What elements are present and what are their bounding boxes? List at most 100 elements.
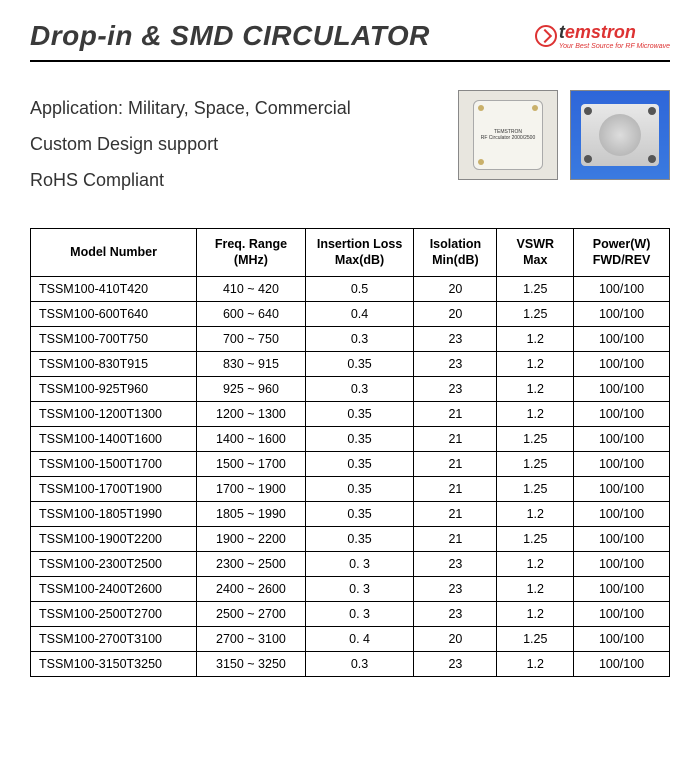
spec-table: Model Number Freq. Range(MHz) Insertion …: [30, 228, 670, 677]
td-power: 100/100: [574, 652, 670, 677]
td-vswr: 1.25: [497, 427, 574, 452]
td-iso: 20: [414, 277, 497, 302]
td-iso: 23: [414, 552, 497, 577]
td-il: 0. 3: [305, 577, 414, 602]
table-row: TSSM100-3150T32503150 ~ 32500.3231.2100/…: [31, 652, 670, 677]
td-power: 100/100: [574, 402, 670, 427]
td-model: TSSM100-1500T1700: [31, 452, 197, 477]
td-iso: 21: [414, 527, 497, 552]
table-row: TSSM100-1200T13001200 ~ 13000.35211.2100…: [31, 402, 670, 427]
logo-word: temstron: [559, 23, 670, 41]
logo: temstron Your Best Source for RF Microwa…: [535, 23, 670, 50]
table-row: TSSM100-1400T16001400 ~ 16000.35211.2510…: [31, 427, 670, 452]
td-iso: 23: [414, 577, 497, 602]
td-freq: 1900 ~ 2200: [197, 527, 306, 552]
td-freq: 1500 ~ 1700: [197, 452, 306, 477]
td-il: 0.5: [305, 277, 414, 302]
header: Drop-in & SMD CIRCULATOR temstron Your B…: [30, 20, 670, 62]
table-row: TSSM100-410T420410 ~ 4200.5201.25100/100: [31, 277, 670, 302]
td-freq: 2700 ~ 3100: [197, 627, 306, 652]
td-model: TSSM100-1805T1990: [31, 502, 197, 527]
td-vswr: 1.25: [497, 627, 574, 652]
td-freq: 1805 ~ 1990: [197, 502, 306, 527]
table-body: TSSM100-410T420410 ~ 4200.5201.25100/100…: [31, 277, 670, 677]
th-iso: IsolationMin(dB): [414, 229, 497, 277]
td-power: 100/100: [574, 377, 670, 402]
td-iso: 21: [414, 502, 497, 527]
td-vswr: 1.25: [497, 527, 574, 552]
table-row: TSSM100-925T960925 ~ 9600.3231.2100/100: [31, 377, 670, 402]
intro-line-3: RoHS Compliant: [30, 162, 351, 198]
td-freq: 830 ~ 915: [197, 352, 306, 377]
td-il: 0.3: [305, 652, 414, 677]
td-il: 0.4: [305, 302, 414, 327]
table-row: TSSM100-600T640600 ~ 6400.4201.25100/100: [31, 302, 670, 327]
td-vswr: 1.2: [497, 327, 574, 352]
td-model: TSSM100-1200T1300: [31, 402, 197, 427]
td-model: TSSM100-925T960: [31, 377, 197, 402]
td-model: TSSM100-2400T2600: [31, 577, 197, 602]
td-il: 0.35: [305, 352, 414, 377]
td-il: 0.35: [305, 402, 414, 427]
td-model: TSSM100-2500T2700: [31, 602, 197, 627]
logo-text: temstron Your Best Source for RF Microwa…: [559, 23, 670, 50]
td-il: 0.35: [305, 427, 414, 452]
table-row: TSSM100-1500T17001500 ~ 17000.35211.2510…: [31, 452, 670, 477]
td-il: 0.3: [305, 377, 414, 402]
td-model: TSSM100-1700T1900: [31, 477, 197, 502]
td-freq: 1400 ~ 1600: [197, 427, 306, 452]
td-freq: 3150 ~ 3250: [197, 652, 306, 677]
td-vswr: 1.2: [497, 377, 574, 402]
intro-line-2: Custom Design support: [30, 126, 351, 162]
td-model: TSSM100-830T915: [31, 352, 197, 377]
td-freq: 2300 ~ 2500: [197, 552, 306, 577]
td-il: 0.35: [305, 502, 414, 527]
td-model: TSSM100-700T750: [31, 327, 197, 352]
td-model: TSSM100-2300T2500: [31, 552, 197, 577]
table-row: TSSM100-1700T19001700 ~ 19000.35211.2510…: [31, 477, 670, 502]
td-il: 0.35: [305, 477, 414, 502]
logo-mark-icon: [535, 25, 557, 47]
table-row: TSSM100-2500T27002500 ~ 27000. 3231.2100…: [31, 602, 670, 627]
td-vswr: 1.2: [497, 502, 574, 527]
logo-tagline: Your Best Source for RF Microwave: [559, 43, 670, 50]
table-header-row: Model Number Freq. Range(MHz) Insertion …: [31, 229, 670, 277]
td-power: 100/100: [574, 427, 670, 452]
td-il: 0. 4: [305, 627, 414, 652]
td-freq: 1700 ~ 1900: [197, 477, 306, 502]
product-image-dropin: TEMSTRON RF Circulator 2000/2500: [458, 90, 558, 180]
td-freq: 925 ~ 960: [197, 377, 306, 402]
th-il: Insertion LossMax(dB): [305, 229, 414, 277]
td-power: 100/100: [574, 302, 670, 327]
td-vswr: 1.2: [497, 402, 574, 427]
td-il: 0. 3: [305, 602, 414, 627]
td-vswr: 1.25: [497, 277, 574, 302]
td-il: 0.3: [305, 327, 414, 352]
td-model: TSSM100-600T640: [31, 302, 197, 327]
td-model: TSSM100-2700T3100: [31, 627, 197, 652]
td-power: 100/100: [574, 627, 670, 652]
td-iso: 21: [414, 452, 497, 477]
td-vswr: 1.2: [497, 552, 574, 577]
td-vswr: 1.2: [497, 577, 574, 602]
table-row: TSSM100-700T750700 ~ 7500.3231.2100/100: [31, 327, 670, 352]
td-power: 100/100: [574, 277, 670, 302]
td-power: 100/100: [574, 502, 670, 527]
table-row: TSSM100-2300T25002300 ~ 25000. 3231.2100…: [31, 552, 670, 577]
td-iso: 20: [414, 627, 497, 652]
td-il: 0.35: [305, 452, 414, 477]
td-iso: 21: [414, 477, 497, 502]
td-model: TSSM100-1400T1600: [31, 427, 197, 452]
intro-section: Application: Military, Space, Commercial…: [30, 90, 670, 198]
th-model: Model Number: [31, 229, 197, 277]
td-iso: 23: [414, 602, 497, 627]
td-iso: 23: [414, 652, 497, 677]
td-vswr: 1.25: [497, 477, 574, 502]
td-vswr: 1.2: [497, 652, 574, 677]
table-row: TSSM100-2400T26002400 ~ 26000. 3231.2100…: [31, 577, 670, 602]
td-model: TSSM100-410T420: [31, 277, 197, 302]
td-freq: 1200 ~ 1300: [197, 402, 306, 427]
th-vswr: VSWRMax: [497, 229, 574, 277]
td-il: 0. 3: [305, 552, 414, 577]
td-iso: 23: [414, 352, 497, 377]
